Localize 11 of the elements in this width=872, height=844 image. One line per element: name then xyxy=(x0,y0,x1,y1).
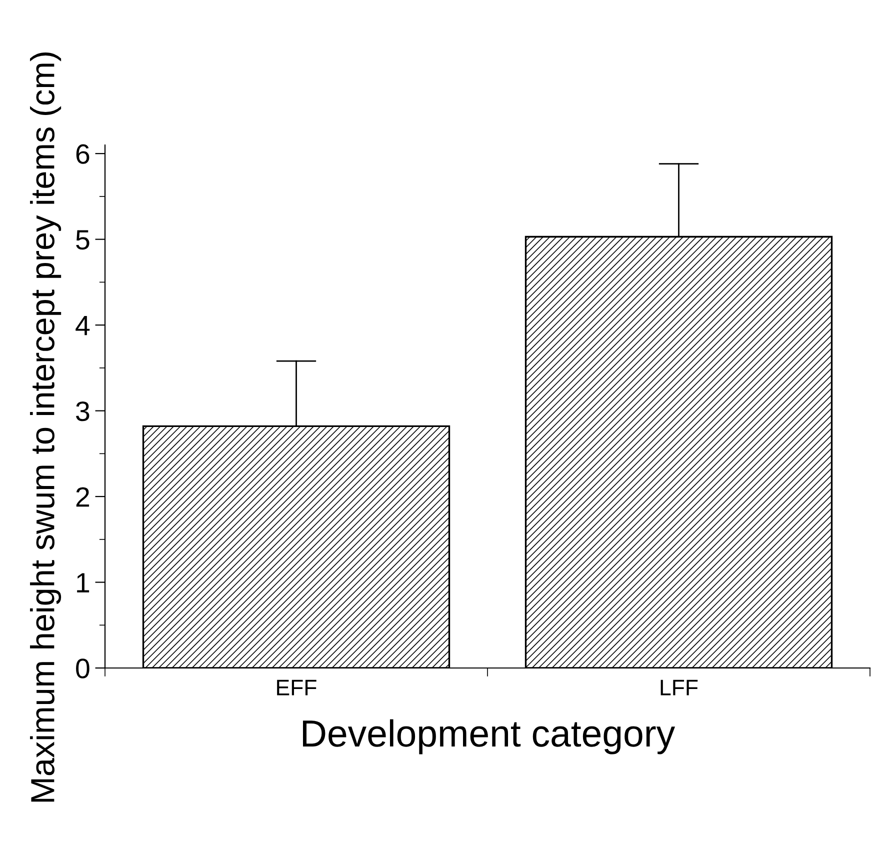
y-tick-label: 4 xyxy=(76,316,90,336)
y-tick-label: 5 xyxy=(76,230,90,250)
y-tick-label: 6 xyxy=(76,144,90,164)
x-tick-label: LFF xyxy=(660,680,698,696)
x-tick-label: EFF xyxy=(277,680,316,696)
x-axis-title: Development category xyxy=(302,719,676,754)
y-axis-title: Maximum height swum to intercept prey items (cm) xyxy=(30,52,62,802)
y-tick-label: 0 xyxy=(76,658,90,678)
y-tick-label: 3 xyxy=(76,401,90,422)
y-tick-label: 2 xyxy=(76,487,90,507)
y-tick-label: 1 xyxy=(77,573,90,592)
